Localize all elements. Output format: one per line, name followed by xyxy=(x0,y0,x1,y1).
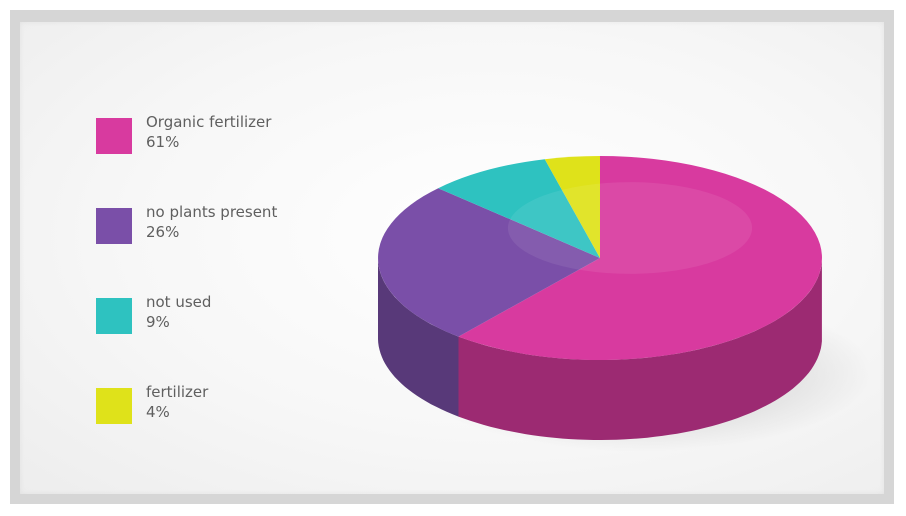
legend-swatch xyxy=(96,298,132,334)
legend-value: 26% xyxy=(146,223,180,241)
legend-item: fertilizer 4% xyxy=(96,382,336,428)
legend-value: 9% xyxy=(146,313,170,331)
pie-side-no-plants-present xyxy=(378,259,459,417)
legend-label: no plants present xyxy=(146,203,278,221)
pie-sides xyxy=(378,259,822,440)
legend-text: no plants present 26% xyxy=(146,202,277,242)
pie-slice-fertilizer xyxy=(544,156,600,258)
legend-value: 4% xyxy=(146,403,170,421)
pie-slice-no-plants-present xyxy=(378,188,600,337)
legend-value: 61% xyxy=(146,133,180,151)
legend-label: Organic fertilizer xyxy=(146,113,272,131)
legend-text: fertilizer 4% xyxy=(146,382,208,422)
legend-swatch xyxy=(96,118,132,154)
legend-item: not used 9% xyxy=(96,292,336,338)
pie-side-organic-fertilizer xyxy=(458,261,822,440)
legend-swatch xyxy=(96,208,132,244)
pie-tops xyxy=(378,156,822,360)
pie-slice-organic-fertilizer xyxy=(458,156,822,360)
legend-text: Organic fertilizer 61% xyxy=(146,112,271,152)
pie-slice-not-used xyxy=(438,159,600,258)
legend-text: not used 9% xyxy=(146,292,211,332)
legend-swatch xyxy=(96,388,132,424)
legend-label: fertilizer xyxy=(146,383,209,401)
legend-label: not used xyxy=(146,293,212,311)
legend-item: Organic fertilizer 61% xyxy=(96,112,336,158)
pie-highlight xyxy=(507,182,753,274)
legend-item: no plants present 26% xyxy=(96,202,336,248)
